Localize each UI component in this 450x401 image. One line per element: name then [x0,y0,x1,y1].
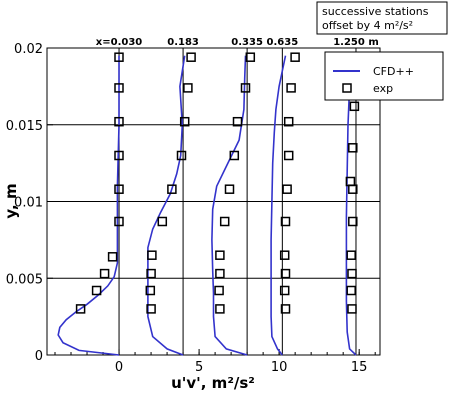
exp-point-8 [114,83,124,93]
exp-point-21 [214,285,224,296]
exp-point-26 [229,150,240,161]
exp-point-43 [346,250,356,260]
exp-point-40 [347,304,357,314]
exp-point-37 [283,116,294,127]
y-tick-label-2: 0.01 [14,196,43,211]
legend-entry-cfd: CFD++ [373,65,414,78]
x-axis-label: u'v', m²/s² [171,374,255,392]
exp-point-6 [114,150,124,161]
exp-point-9 [114,52,124,62]
exp-point-32 [280,268,291,279]
cfd-profile-4 [345,55,357,356]
exp-point-20 [215,304,225,314]
exp-point-41 [346,285,356,296]
legend-box [324,51,444,101]
legend: CFD++ exp [324,51,444,101]
station-label-1: 0.183 [167,37,199,48]
annotation-line1: successive stations [322,5,429,18]
exp-point-28 [240,83,251,93]
exp-point-0 [75,304,86,314]
exp-point-4 [114,216,124,227]
exp-point-36 [283,150,294,161]
y-axis-label: y, m [2,183,20,218]
y-tick-label-4: 0.02 [14,42,43,57]
exp-point-46 [345,176,356,187]
exp-point-31 [279,285,290,296]
exp-point-14 [157,216,168,227]
exp-point-2 [99,268,110,279]
cfd-profile-3 [270,55,287,356]
exp-point-11 [145,285,156,296]
station-label-0: x=0.030 [96,37,143,48]
exp-point-13 [147,250,157,260]
exp-point-24 [219,216,230,227]
exp-point-7 [114,116,124,127]
cfd-profile-2 [211,55,248,356]
station-label-2: 0.335 [231,37,263,48]
exp-point-5 [114,184,124,194]
exp-point-34 [280,216,291,227]
exp-point-42 [347,268,357,279]
exp-point-17 [179,116,190,127]
exp-point-30 [280,304,291,314]
x-tick-label-2: 10 [271,360,288,375]
station-label-4: 1.250 m [333,37,379,48]
exp-point-15 [167,184,177,194]
exp-point-3 [107,252,118,262]
y-tick-label-0: 0 [35,349,43,364]
exp-point-10 [146,304,156,314]
exp-point-29 [245,52,256,62]
cfd-profile-0 [57,55,120,356]
x-tick-label-1: 5 [195,360,203,375]
exp-point-25 [224,184,235,194]
exp-point-35 [282,184,292,194]
exp-point-12 [146,268,156,279]
exp-point-19 [186,52,196,62]
exp-point-44 [348,216,358,227]
exp-point-27 [232,116,243,127]
y-tick-label-1: 0.005 [6,272,43,287]
x-tick-label-0: 0 [115,360,123,375]
series-layer [57,52,360,356]
legend-marker-swatch [342,83,352,93]
exp-point-38 [286,83,296,93]
annotation-box [316,1,448,35]
exp-point-39 [290,52,300,62]
exp-point-22 [215,268,225,279]
axis-ticks: 0 0.005 0.01 0.015 0.02 0 5 10 15 [6,42,376,375]
exp-point-47 [348,143,358,153]
exp-point-18 [183,83,193,93]
annotation-line2: offset by 4 m²/s² [322,19,413,32]
exp-point-16 [176,150,187,161]
offset-annotation: successive stations offset by 4 m²/s² [316,1,448,35]
exp-point-33 [279,250,290,260]
station-labels: x=0.030 0.183 0.335 0.635 1.250 m [96,37,379,48]
station-label-3: 0.635 [267,37,299,48]
legend-entry-exp: exp [373,82,393,95]
exp-point-1 [91,285,102,296]
y-tick-label-3: 0.015 [6,119,43,134]
exp-point-23 [215,250,225,260]
cfd-profile-1 [147,55,186,356]
exp-point-48 [349,101,360,112]
x-tick-label-3: 15 [351,360,368,375]
